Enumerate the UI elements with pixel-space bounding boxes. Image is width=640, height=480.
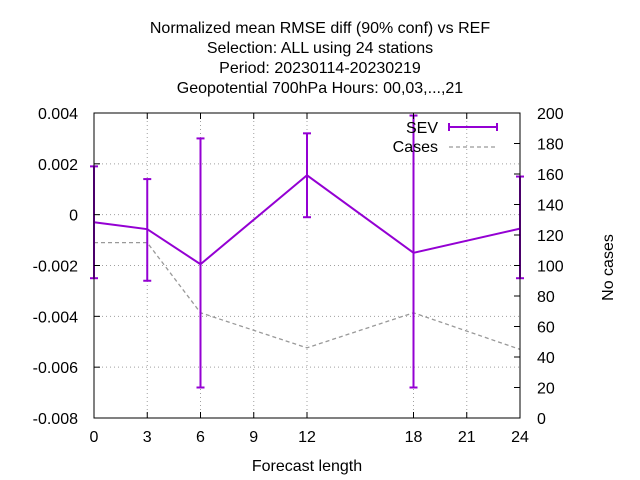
x-tick-label: 24	[511, 429, 529, 446]
y2-tick-label: 100	[537, 259, 564, 276]
y-tick-label: -0.002	[33, 259, 78, 276]
chart-title-line: Normalized mean RMSE diff (90% conf) vs …	[150, 20, 490, 37]
y-tick-label: 0.004	[38, 106, 78, 123]
y2-tick-label: 200	[537, 106, 564, 123]
y2-tick-label: 140	[537, 198, 564, 215]
y2-tick-label: 20	[537, 381, 555, 398]
x-tick-label: 9	[249, 429, 258, 446]
axis-ticks: 0 3 6 9 12 18 21 24 -0.008 -0.006 -0.004 -0.002 0 0.0…	[33, 106, 564, 446]
y2-tick-label: 60	[537, 320, 555, 337]
y2-tick-label: 160	[537, 167, 564, 184]
legend: SEV Cases	[393, 120, 498, 156]
y-tick-label: 0	[69, 208, 78, 225]
sev-line	[93, 174, 521, 266]
y2-tick-label: 0	[537, 411, 546, 428]
x-tick-label: 21	[458, 429, 476, 446]
x-axis-label: Forecast length	[252, 458, 362, 475]
y2-tick-label: 120	[537, 228, 564, 245]
x-tick-label: 3	[143, 429, 152, 446]
legend-label-sev: SEV	[406, 120, 438, 137]
x-tick-label: 6	[196, 429, 205, 446]
chart-title: Normalized mean RMSE diff (90% conf) vs …	[150, 20, 490, 97]
y2-tick-label: 40	[537, 350, 555, 367]
y-tick-label: -0.008	[33, 411, 78, 428]
y2-tick-label: 80	[537, 289, 555, 306]
y-tick-label: -0.004	[33, 309, 78, 326]
legend-label-cases: Cases	[393, 139, 438, 156]
x-tick-label: 12	[298, 429, 316, 446]
chart-title-line: Selection: ALL using 24 stations	[207, 40, 433, 57]
y-tick-label: 0.002	[38, 157, 78, 174]
x-tick-label: 0	[90, 429, 99, 446]
chart-title-line: Period: 20230114-20230219	[219, 60, 421, 77]
y-tick-label: -0.006	[33, 360, 78, 377]
x-tick-label: 18	[405, 429, 423, 446]
chart-title-line: Geopotential 700hPa Hours: 00,03,...,21	[177, 80, 464, 97]
y2-tick-label: 180	[537, 137, 564, 154]
y2-axis-label: No cases	[600, 234, 617, 301]
cases-line	[94, 241, 521, 350]
series-area	[90, 114, 524, 389]
